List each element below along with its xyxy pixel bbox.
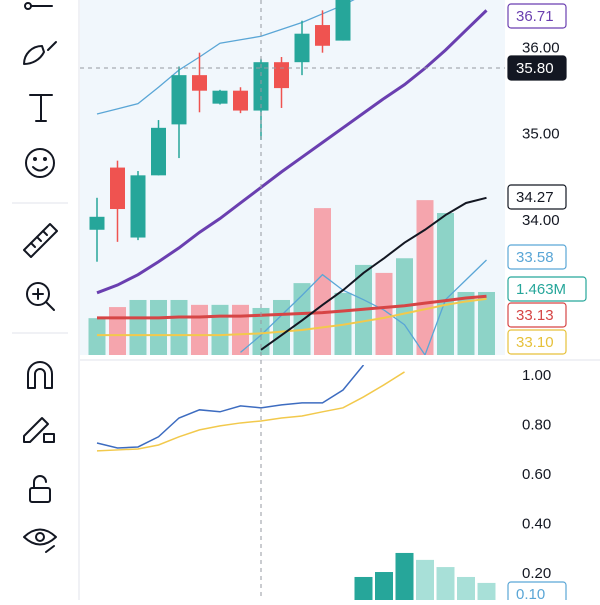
indicator-line (97, 294, 487, 320)
emoji-tool[interactable] (25, 148, 55, 178)
price-badge (507, 55, 567, 81)
price-badge (507, 3, 567, 29)
volume-bar (478, 291, 495, 355)
candle-body (294, 33, 310, 63)
candle-body (335, 0, 351, 41)
oscillator-line (96, 365, 365, 449)
volume-bar (416, 200, 434, 355)
price-badge-label: 33.13 (516, 307, 554, 324)
brush-tool[interactable] (23, 41, 57, 65)
price-badge-label: 33.58 (516, 249, 554, 266)
candle-body (233, 90, 248, 111)
histogram-bar (436, 567, 455, 600)
histogram-bar (395, 552, 414, 600)
price-badge (507, 581, 567, 605)
volume-bar (170, 299, 188, 355)
volume-bar (314, 208, 331, 355)
oscillator-line (96, 371, 405, 452)
candle-body (171, 75, 187, 125)
price-axis: 34.00 35.00 36.00 36.71 35.80 34.27 33.58 1.463… (507, 3, 587, 605)
price-badge-label: 1.463M (516, 281, 566, 298)
zoom-tool[interactable] (26, 282, 55, 311)
volume-bar (273, 299, 290, 355)
price-badge (507, 302, 567, 328)
lock-drawings-tool[interactable] (23, 417, 55, 443)
y-tick-label: 1.00 (522, 367, 551, 384)
lines-tool[interactable] (24, 2, 53, 10)
price-badge (507, 276, 587, 302)
candle-body (315, 25, 330, 46)
volume-bar (211, 304, 229, 355)
indicator-line (96, 0, 355, 115)
candle-body (192, 75, 207, 91)
visibility-tool[interactable] (23, 528, 57, 553)
price-badge (507, 244, 567, 270)
volume-bar (88, 318, 106, 355)
lock-tool[interactable] (29, 475, 51, 503)
y-tick-label: 0.40 (522, 515, 551, 532)
text-tool[interactable] (29, 94, 53, 122)
toolbar (23, 2, 58, 553)
histogram-bar (457, 576, 475, 600)
oscillator-plot (96, 365, 496, 600)
y-tick-label: 35.00 (522, 126, 560, 143)
indicator-line (97, 297, 487, 337)
candle-body (151, 127, 166, 176)
y-tick-label: 0.20 (522, 565, 551, 582)
price-badge-label: 36.71 (516, 8, 554, 25)
histogram-bar (477, 582, 496, 600)
volume-bar (457, 291, 475, 355)
volume-bar (437, 213, 454, 355)
price-badge-label: 0.10 (516, 586, 545, 600)
candle-body (253, 62, 269, 111)
histogram-bar (375, 572, 393, 600)
candle-body (212, 90, 228, 104)
candle-body (274, 62, 289, 89)
price-badge-label: 34.27 (516, 189, 554, 206)
price-plot (88, 0, 495, 355)
histogram-bar (354, 576, 373, 600)
volume-bar (293, 283, 311, 355)
y-tick-label: 36.00 (522, 39, 560, 56)
candle-body (130, 175, 146, 238)
magnet-tool[interactable] (27, 361, 53, 389)
volume-bar (129, 299, 147, 355)
y-tick-label: 34.00 (522, 212, 560, 229)
volume-bar (191, 304, 208, 355)
candle-body (89, 216, 105, 230)
y-tick-label: 0.80 (522, 416, 551, 433)
indicator-line (96, 9, 488, 295)
price-badge-label: 33.10 (516, 334, 554, 351)
indicator-line (260, 196, 487, 351)
volume-bar (109, 307, 126, 355)
candle-body (110, 167, 125, 210)
price-badge (507, 329, 567, 355)
histogram-bar (416, 559, 434, 600)
price-badge (507, 184, 567, 210)
volume-bar (150, 299, 167, 355)
price-badge-label: 35.80 (516, 60, 554, 77)
volume-bar (375, 272, 393, 355)
ruler-tool[interactable] (23, 223, 58, 258)
y-tick-label: 0.60 (522, 466, 551, 483)
